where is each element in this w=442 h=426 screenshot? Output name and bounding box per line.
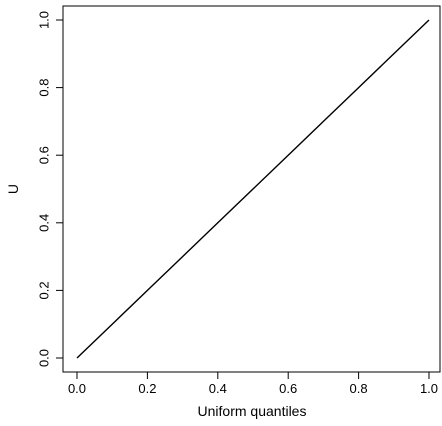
x-axis: 0.0 0.2 0.4 0.6 0.8 1.0 (68, 371, 438, 396)
y-tick-label: 0.0 (36, 349, 51, 367)
x-tick-label: 0.6 (279, 381, 297, 396)
x-axis-title: Uniform quantiles (198, 403, 307, 419)
y-axis-title: U (5, 184, 21, 194)
x-tick-label: 0.8 (350, 381, 368, 396)
y-tick-label: 1.0 (36, 11, 51, 29)
y-tick-label: 0.6 (36, 146, 51, 164)
y-axis: 0.0 0.2 0.4 0.6 0.8 1.0 (36, 11, 64, 367)
x-tick-label: 1.0 (420, 381, 438, 396)
x-tick-label: 0.4 (209, 381, 227, 396)
y-tick-label: 0.8 (36, 79, 51, 97)
series-line (76, 19, 430, 359)
x-tick-label: 0.0 (68, 381, 86, 396)
x-tick-label: 0.2 (138, 381, 156, 396)
y-tick-label: 0.2 (36, 281, 51, 299)
y-tick-label: 0.4 (36, 214, 51, 232)
series-layer (76, 19, 430, 359)
